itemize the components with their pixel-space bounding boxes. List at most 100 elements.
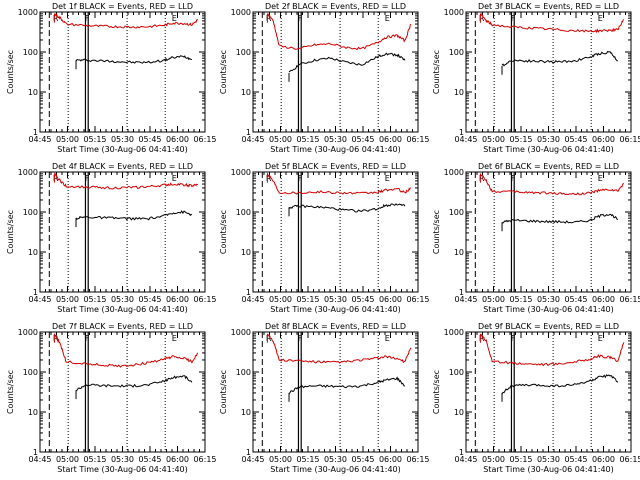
y-tick-label: 1: [246, 128, 251, 137]
x-tick-label: 06:00: [166, 135, 189, 144]
marker-label-e: E: [385, 174, 390, 183]
x-tick-label: 05:30: [537, 455, 560, 464]
panel-title: Det 3f BLACK = Events, RED = LLD: [478, 2, 619, 11]
y-tick-label: 100: [23, 208, 38, 217]
marker-label-r: R: [53, 14, 59, 23]
x-tick-label: 04:45: [241, 295, 264, 304]
series-line-lld: [54, 13, 199, 29]
y-tick-label: 1: [459, 128, 464, 137]
y-tick-label: 10: [28, 248, 38, 257]
marker-label-r: R: [479, 334, 485, 343]
x-axis-label: Start Time (30-Aug-06 04:41:40): [270, 145, 401, 154]
detector-panel-8: Det 8f BLACK = Events, RED = LLD 1 10 100 10…: [219, 322, 430, 474]
x-tick-label: 06:00: [379, 135, 402, 144]
x-tick-label: 06:00: [379, 295, 402, 304]
detector-panel-3: Det 3f BLACK = Events, RED = LLD 1 10 100 10…: [432, 2, 640, 154]
x-tick-label: 05:00: [269, 455, 292, 464]
y-tick-label: 10: [241, 248, 251, 257]
series-line-lld: [54, 172, 199, 190]
series-line-lld: [266, 333, 412, 364]
y-axis-label: Counts/sec: [6, 50, 15, 94]
x-tick-label: 04:45: [241, 455, 264, 464]
x-tick-label: 06:15: [619, 455, 640, 464]
x-tick-label: 06:00: [592, 135, 615, 144]
x-tick-label: 05:30: [111, 135, 134, 144]
x-tick-label: 05:15: [83, 455, 106, 464]
x-tick-label: 05:30: [324, 455, 347, 464]
y-tick-label: 100: [236, 48, 251, 57]
marker-label-f: F: [511, 174, 516, 183]
x-tick-label: 05:45: [564, 135, 587, 144]
marker-label-f: F: [85, 334, 90, 343]
series-line-lld: [480, 333, 625, 367]
x-axis-label: Start Time (30-Aug-06 04:41:40): [483, 145, 614, 154]
y-tick-label: 100: [236, 368, 251, 377]
x-tick-label: 04:45: [454, 295, 477, 304]
x-axis-label: Start Time (30-Aug-06 04:41:40): [57, 465, 188, 474]
x-tick-label: 04:45: [28, 455, 51, 464]
x-tick-label: 05:00: [56, 455, 79, 464]
marker-label-r: R: [53, 174, 59, 183]
x-tick-label: 05:45: [564, 455, 587, 464]
marker-label-f: F: [298, 334, 303, 343]
x-tick-label: 05:45: [138, 135, 161, 144]
y-tick-label: 100: [449, 368, 464, 377]
series-line-events: [288, 203, 406, 213]
series-line-events: [288, 376, 405, 395]
y-axis-label: Counts/sec: [219, 50, 228, 94]
x-axis-label: Start Time (30-Aug-06 04:41:40): [483, 305, 614, 314]
y-tick-label: 1000: [444, 328, 464, 337]
detector-panel-4: Det 4f BLACK = Events, RED = LLD 1 10 100 10…: [6, 162, 217, 314]
x-axis-label: Start Time (30-Aug-06 04:41:40): [270, 465, 401, 474]
x-tick-label: 05:30: [537, 135, 560, 144]
x-tick-label: 05:00: [56, 135, 79, 144]
x-tick-label: 05:00: [482, 295, 505, 304]
detector-panel-1: Det 1f BLACK = Events, RED = LLD 1 10 100 10…: [6, 2, 217, 154]
plot-frame: [465, 11, 632, 133]
y-tick-label: 1: [33, 448, 38, 457]
x-tick-label: 06:15: [619, 135, 640, 144]
x-tick-label: 05:15: [509, 135, 532, 144]
x-tick-label: 05:30: [324, 295, 347, 304]
series-line-events: [501, 213, 619, 224]
marker-label-r: R: [479, 14, 485, 23]
x-tick-label: 05:45: [351, 295, 374, 304]
x-axis-label: Start Time (30-Aug-06 04:41:40): [270, 305, 401, 314]
x-tick-label: 05:00: [269, 295, 292, 304]
x-tick-label: 04:45: [241, 135, 264, 144]
detector-panel-7: Det 7f BLACK = Events, RED = LLD 1 10 100 10…: [6, 322, 217, 474]
series-line-events: [75, 375, 193, 392]
x-tick-label: 04:45: [454, 135, 477, 144]
x-axis-label: Start Time (30-Aug-06 04:41:40): [57, 145, 188, 154]
detector-panel-5: Det 5f BLACK = Events, RED = LLD 1 10 100 10…: [219, 162, 430, 314]
x-tick-label: 06:00: [166, 455, 189, 464]
y-tick-label: 10: [241, 408, 251, 417]
x-tick-label: 04:45: [28, 135, 51, 144]
y-tick-label: 10: [28, 408, 38, 417]
y-axis-label: Counts/sec: [219, 370, 228, 414]
marker-label-f: F: [298, 174, 303, 183]
x-tick-label: 06:00: [379, 455, 402, 464]
series-line-events: [75, 55, 192, 64]
x-tick-label: 06:15: [193, 455, 216, 464]
plot-frame: [39, 331, 206, 453]
panel-title: Det 6f BLACK = Events, RED = LLD: [478, 162, 619, 171]
series-line-events: [75, 210, 193, 221]
y-axis-label: Counts/sec: [6, 370, 15, 414]
panel-title: Det 8f BLACK = Events, RED = LLD: [265, 322, 406, 331]
y-tick-label: 1: [459, 288, 464, 297]
detector-panel-9: Det 9f BLACK = Events, RED = LLD 1 10 100 10…: [432, 322, 640, 474]
x-tick-label: 05:00: [482, 455, 505, 464]
marker-label-f: F: [85, 174, 90, 183]
marker-label-r: R: [479, 174, 485, 183]
y-tick-label: 100: [236, 208, 251, 217]
marker-label-e: E: [172, 174, 177, 183]
panel-title: Det 2f BLACK = Events, RED = LLD: [265, 2, 406, 11]
marker-label-r: R: [266, 174, 272, 183]
marker-label-e: E: [598, 14, 603, 23]
plot-frame: [39, 11, 206, 133]
x-tick-label: 05:15: [296, 455, 319, 464]
x-tick-label: 06:15: [406, 455, 429, 464]
marker-label-r: R: [53, 334, 59, 343]
y-tick-label: 10: [454, 88, 464, 97]
